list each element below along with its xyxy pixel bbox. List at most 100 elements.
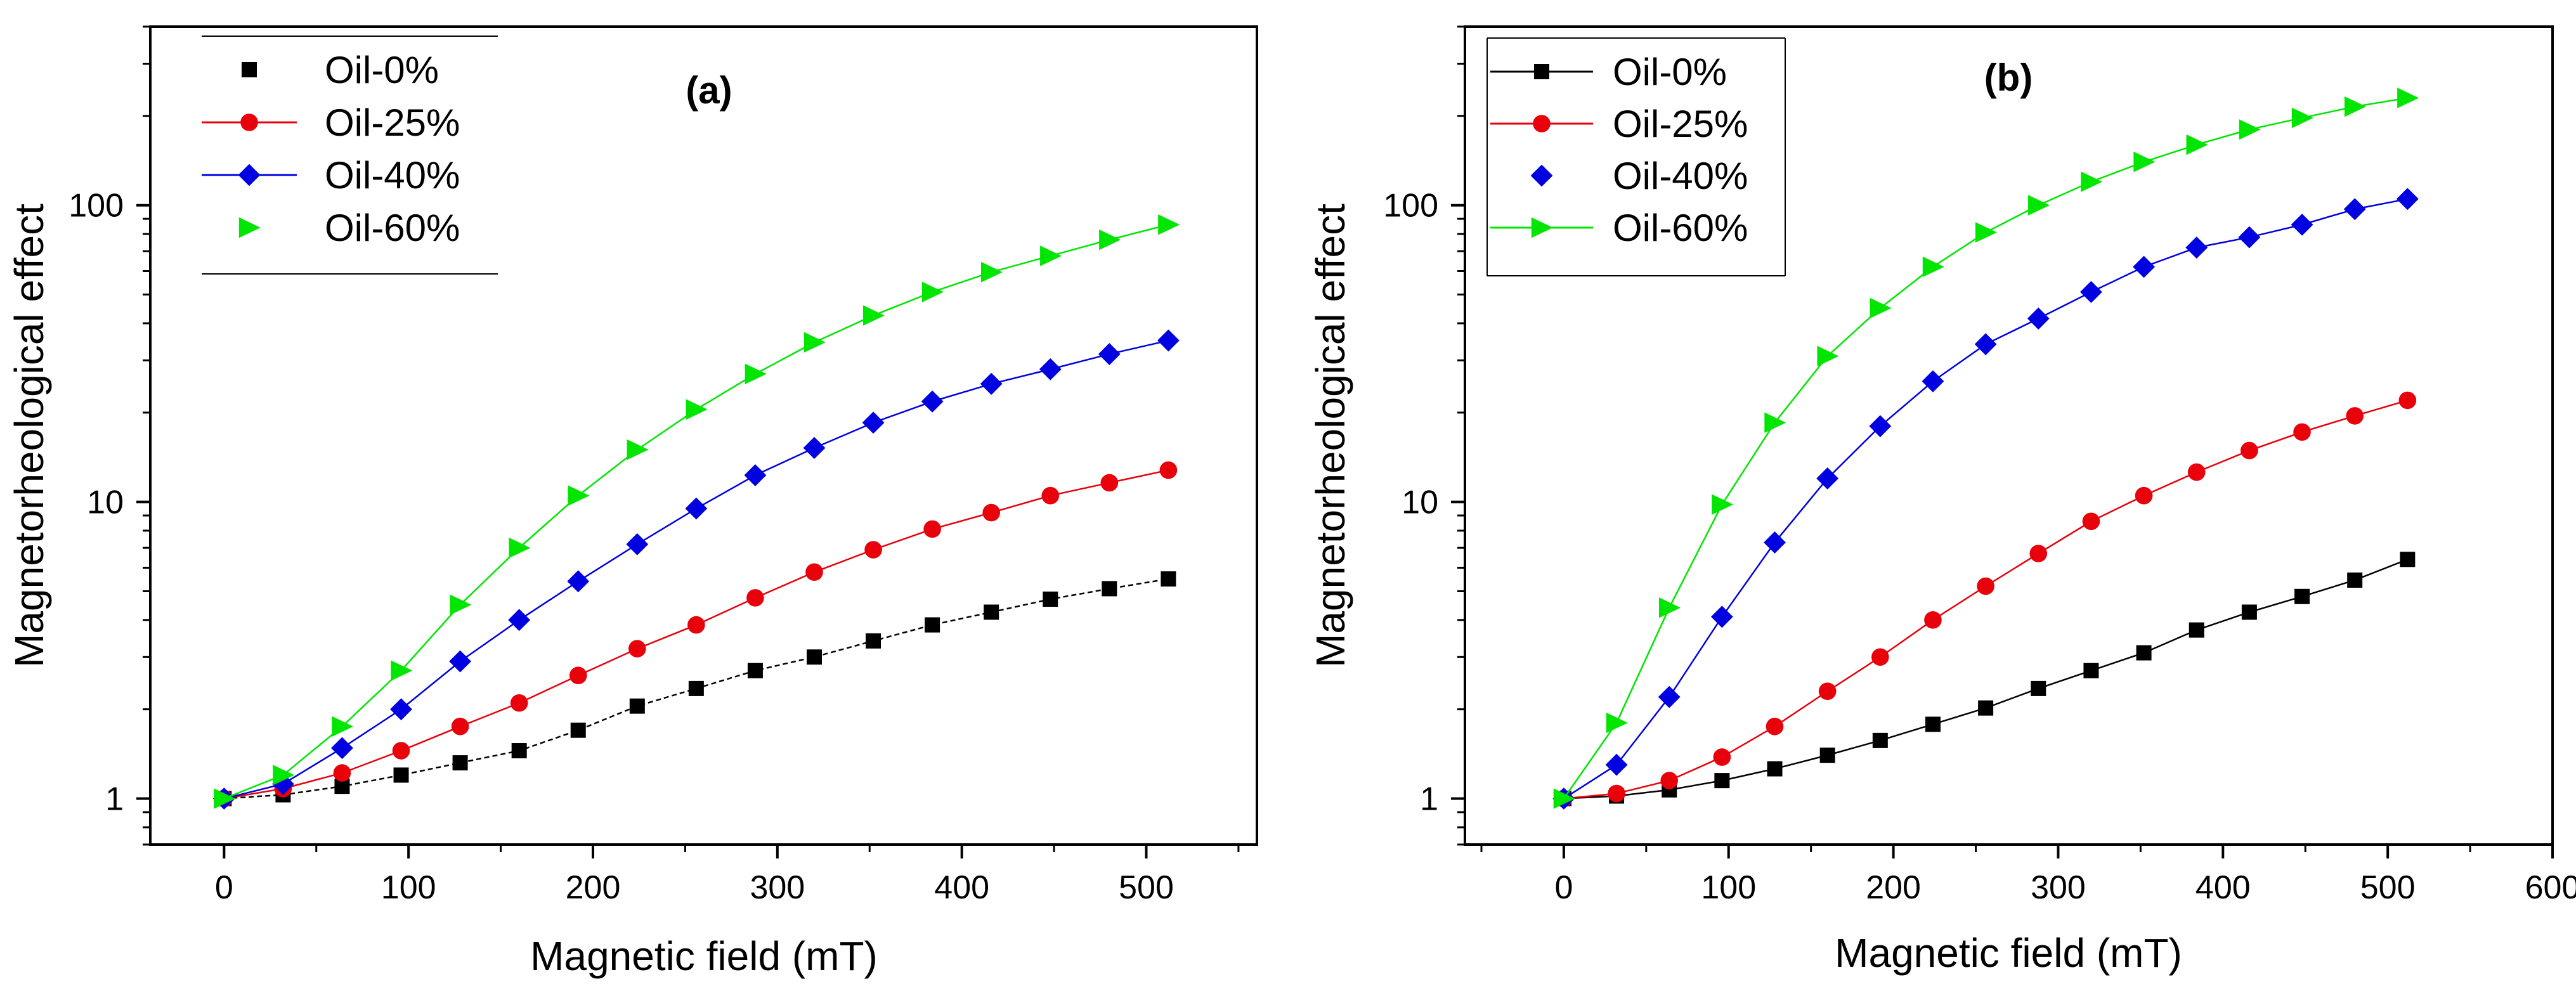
data-point	[451, 718, 469, 735]
data-point	[925, 617, 940, 633]
data-point	[1157, 329, 1180, 352]
plot-frame	[149, 25, 1258, 846]
series-oil-60-	[214, 214, 1180, 809]
data-point	[862, 305, 885, 326]
data-point	[627, 439, 649, 460]
y-tick-label: 1	[1420, 781, 1438, 818]
legend-item: Oil-0%	[1490, 51, 1727, 93]
series-line	[1563, 97, 2408, 800]
legend-item: Oil-40%	[1530, 155, 1748, 197]
legend-marker	[1531, 217, 1553, 238]
legend-label: Oil-0%	[1613, 51, 1727, 93]
series-oil-60-	[1553, 87, 2419, 809]
data-point	[1043, 592, 1058, 607]
data-point	[2294, 588, 2310, 604]
data-point	[2241, 441, 2258, 460]
panel-label: (b)	[1984, 56, 2033, 99]
data-point	[2343, 198, 2366, 221]
data-point	[1099, 229, 1121, 250]
data-point	[511, 743, 527, 759]
data-point	[509, 537, 531, 559]
x-tick-label: 100	[381, 869, 436, 906]
x-tick-label: 0	[215, 869, 233, 906]
legend-marker	[242, 62, 257, 77]
series-line	[1563, 399, 2408, 800]
data-point	[685, 497, 708, 520]
legend-item: Oil-25%	[202, 101, 460, 144]
data-point	[1872, 732, 1888, 748]
data-point	[1714, 773, 1730, 789]
data-point	[1660, 772, 1679, 789]
legend-item: Oil-60%	[1490, 207, 1748, 249]
x-tick-label: 200	[1866, 869, 1921, 906]
data-point	[1870, 297, 1892, 319]
data-point	[2081, 171, 2103, 192]
panel-label: (a)	[686, 69, 732, 112]
data-point	[923, 520, 941, 538]
data-point	[1922, 370, 1944, 392]
y-tick-label: 10	[1402, 484, 1438, 521]
data-point	[629, 698, 645, 714]
data-point	[2028, 195, 2050, 216]
data-point	[1608, 784, 1625, 803]
data-point	[2027, 308, 2050, 330]
data-point	[449, 650, 471, 673]
data-point	[686, 399, 708, 420]
data-point	[1922, 256, 1944, 278]
data-point	[864, 541, 882, 559]
data-point	[1974, 333, 1997, 356]
data-point	[1713, 748, 1731, 766]
data-point	[2347, 572, 2363, 588]
data-point	[1819, 748, 1835, 763]
data-point	[744, 464, 767, 486]
data-point	[2080, 281, 2102, 303]
axis-ticks: 0 100 200 300 400 500 600 1 10 100	[1383, 25, 2576, 906]
data-point	[982, 503, 1000, 522]
data-point	[921, 390, 944, 413]
legend: Oil-0% Oil-25% Oil-40% Oil-60%	[1486, 37, 1786, 276]
legend-marker	[238, 217, 261, 238]
data-point	[2239, 119, 2261, 140]
y-tick-label: 100	[1383, 188, 1438, 224]
data-point	[1158, 214, 1180, 235]
data-point	[2396, 188, 2419, 211]
x-tick-label: 300	[750, 869, 805, 906]
x-axis-title: Magnetic field (mT)	[1835, 930, 2182, 976]
data-point	[688, 680, 704, 696]
data-point	[2291, 107, 2313, 129]
data-point	[1100, 474, 1119, 492]
data-point	[1659, 597, 1681, 618]
data-point	[2029, 545, 2048, 562]
data-point	[450, 594, 472, 616]
y-axis-title: Magnetorheological effect	[6, 204, 52, 668]
series-oil-40-	[212, 329, 1180, 810]
data-point	[390, 698, 412, 721]
data-point	[862, 411, 885, 434]
data-point	[1871, 648, 1889, 666]
data-point	[984, 604, 999, 620]
data-point	[2397, 87, 2419, 108]
data-point	[2344, 96, 2367, 117]
series-oil-25-	[1555, 391, 2417, 808]
x-tick-label: 600	[2525, 869, 2576, 906]
data-point	[2398, 391, 2417, 410]
data-point	[2241, 604, 2257, 620]
data-point	[392, 742, 410, 760]
data-point	[1817, 346, 1839, 366]
legend-item: Oil-60%	[238, 207, 460, 249]
plot-frame	[1464, 25, 2554, 846]
data-point	[393, 767, 409, 783]
data-point	[807, 649, 822, 665]
data-point	[331, 737, 353, 760]
data-point	[1764, 412, 1786, 433]
data-point	[510, 694, 528, 712]
legend-marker	[1530, 164, 1553, 187]
legend-item: Oil-40%	[202, 154, 460, 197]
legend-marker	[240, 113, 258, 131]
data-point	[746, 589, 764, 607]
data-point	[1977, 577, 1994, 595]
data-point	[570, 722, 586, 738]
data-point	[921, 282, 944, 302]
data-point	[1869, 415, 1892, 437]
data-point	[628, 640, 646, 657]
